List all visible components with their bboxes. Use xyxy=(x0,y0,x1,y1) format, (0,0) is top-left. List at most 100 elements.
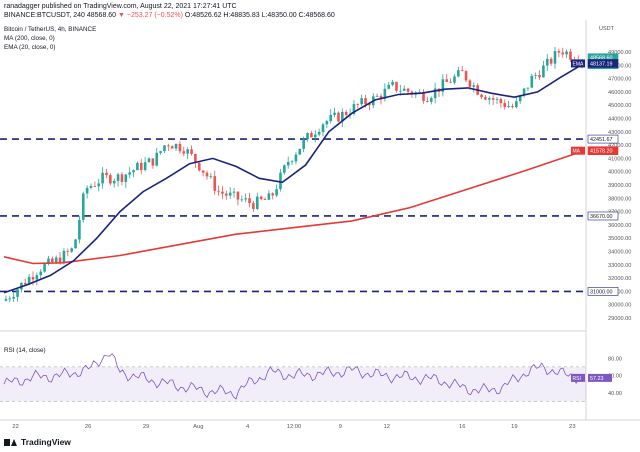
candle-body xyxy=(109,175,112,184)
price-tick-label: 36000.00 xyxy=(608,223,631,229)
footer-brand[interactable]: TradingView xyxy=(4,437,71,447)
candle-body xyxy=(422,92,425,101)
candle-body xyxy=(74,239,77,249)
candle-body xyxy=(263,199,267,200)
candle-body xyxy=(89,186,93,188)
candle-body xyxy=(35,275,39,280)
rsi-title: RSI (14, close) xyxy=(4,347,46,354)
candle-body xyxy=(255,196,259,209)
candle-body xyxy=(306,133,309,140)
candle-body xyxy=(112,180,116,184)
candle-body xyxy=(468,80,472,87)
ticker: BINANCE:BTCUSDT, 240 xyxy=(4,12,85,19)
price-tick-label: 31000.00 xyxy=(608,289,631,295)
candle-body xyxy=(356,104,360,105)
candle-body xyxy=(120,174,124,182)
legend-ma: MA (200, close, 0) xyxy=(4,35,55,42)
candle-body xyxy=(228,192,232,196)
indicator-marker-label: MA xyxy=(573,149,581,155)
time-tick-label: 12 xyxy=(384,424,390,430)
candle-body xyxy=(85,187,89,194)
time-tick-label: 16 xyxy=(459,424,465,430)
candle-body xyxy=(31,276,35,280)
price-tick-label: 37000.00 xyxy=(608,210,631,216)
price-tick-label: 29000.00 xyxy=(608,316,631,322)
rsi-value-label: 57.23 xyxy=(590,376,604,382)
candle-body xyxy=(399,90,402,92)
candle-body xyxy=(12,296,15,299)
candle-body xyxy=(364,98,367,105)
legend-ema: EMA (20, close, 0) xyxy=(4,44,56,51)
chart-title: Bitcoin / TetherUS, 4h, BINANCE xyxy=(4,26,97,33)
candle-body xyxy=(51,258,54,263)
candle-body xyxy=(522,88,526,96)
candle-body xyxy=(302,139,305,149)
price-tick-label: 45000.00 xyxy=(608,103,631,109)
candle-body xyxy=(557,51,561,53)
candle-body xyxy=(487,98,491,100)
time-tick-label: 12:00 xyxy=(287,424,302,430)
time-tick-label: 23 xyxy=(569,424,575,430)
candle-body xyxy=(58,257,62,264)
candle-body xyxy=(139,162,143,171)
candle-body xyxy=(321,124,325,132)
candle-body xyxy=(16,289,19,297)
candle-body xyxy=(132,170,135,173)
ticker-line: BINANCE:BTCUSDT, 240 48568.60 ▼ −253.27 … xyxy=(4,11,335,20)
candle-body xyxy=(267,193,271,200)
tradingview-logo-icon xyxy=(4,438,18,447)
candle-body xyxy=(402,88,406,91)
candle-body xyxy=(213,176,217,191)
candle-body xyxy=(182,151,186,154)
candle-body xyxy=(54,257,58,263)
candle-body xyxy=(553,51,557,64)
candle-body xyxy=(329,114,333,122)
candle-body xyxy=(170,146,174,149)
candle-body xyxy=(503,103,507,108)
candle-body xyxy=(433,88,437,99)
candle-body xyxy=(174,143,178,149)
candle-body xyxy=(387,84,391,89)
candle-body xyxy=(62,250,66,264)
candle-body xyxy=(70,248,73,252)
candle-body xyxy=(159,151,162,153)
candle-body xyxy=(495,99,499,100)
candle-body xyxy=(23,282,27,285)
axis-unit: USDT xyxy=(599,26,614,32)
rsi-band xyxy=(0,366,586,402)
candle-body xyxy=(259,196,263,200)
candle-body xyxy=(197,162,201,171)
candle-body xyxy=(190,149,193,155)
candle-body xyxy=(236,191,240,200)
candle-body xyxy=(39,271,43,276)
candle-body xyxy=(136,162,139,171)
rsi-marker-label: RSI xyxy=(573,376,581,382)
candle-body xyxy=(178,143,182,152)
candle-body xyxy=(344,111,348,115)
price-tag xyxy=(587,211,619,221)
candle-body xyxy=(379,95,383,99)
candle-body xyxy=(286,162,290,166)
candle-body xyxy=(453,76,456,83)
price-tag xyxy=(587,59,619,68)
candle-body xyxy=(101,172,104,184)
candle-body xyxy=(163,145,166,152)
candle-body xyxy=(310,133,313,138)
candle-body xyxy=(4,299,8,301)
candle-body xyxy=(167,145,170,147)
candle-body xyxy=(124,174,128,182)
candle-body xyxy=(406,88,410,92)
price-tick-label: 33000.00 xyxy=(608,263,631,269)
candle-body xyxy=(464,71,468,81)
candle-body xyxy=(128,172,131,175)
price-tag-label: 48568.60 xyxy=(590,56,612,62)
indicator-marker xyxy=(571,59,585,68)
candle-body xyxy=(337,112,340,122)
rsi-tick-label: 60.00 xyxy=(608,374,622,380)
price-tick-label: 48000.00 xyxy=(608,63,631,69)
candle-body xyxy=(205,172,209,177)
price-tick-label: 41000.00 xyxy=(608,156,631,162)
time-tick-label: 19 xyxy=(511,424,517,430)
ema-20-line xyxy=(3,62,585,294)
